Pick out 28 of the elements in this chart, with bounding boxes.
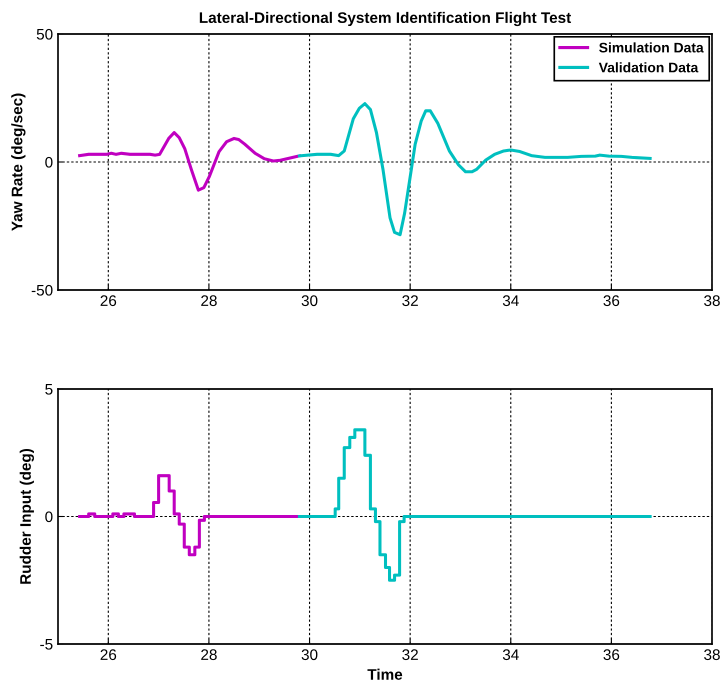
x-tick-label: 36 (603, 649, 620, 660)
legend-label: Simulation Data (599, 42, 704, 53)
x-tick-label: 34 (502, 295, 519, 306)
chart-title: Lateral-Directional System Identification Flight Test (200, 12, 572, 26)
x-tick-label: 28 (201, 295, 217, 306)
y-tick-label: 5 (45, 384, 52, 395)
line-series (298, 102, 652, 236)
x-tick-label: 28 (201, 649, 217, 660)
x-tick-label: 30 (302, 649, 318, 660)
y-tick-label: -5 (40, 639, 52, 650)
y-axis-title: Rudder Input (deg) (20, 448, 34, 584)
x-tick-label: 36 (603, 295, 620, 306)
y-tick-label: 0 (45, 156, 53, 168)
y-tick-label: 50 (36, 28, 53, 40)
x-tick-label: 32 (402, 295, 418, 306)
x-tick-label: 32 (402, 649, 418, 660)
y-tick-label: -50 (32, 284, 53, 296)
x-tick-label: 38 (704, 295, 720, 306)
x-tick-label: 38 (704, 649, 720, 660)
x-tick-label: 26 (100, 295, 116, 306)
legend-label: Validation Data (598, 62, 698, 72)
y-tick-label: 0 (45, 511, 53, 522)
x-axis-title: Time (367, 668, 402, 680)
x-tick-label: 30 (302, 295, 318, 306)
line-series (78, 131, 302, 192)
y-axis-title: Yaw Rate (deg/sec) (11, 94, 26, 231)
x-tick-label: 34 (502, 649, 519, 660)
x-tick-label: 26 (100, 649, 116, 660)
